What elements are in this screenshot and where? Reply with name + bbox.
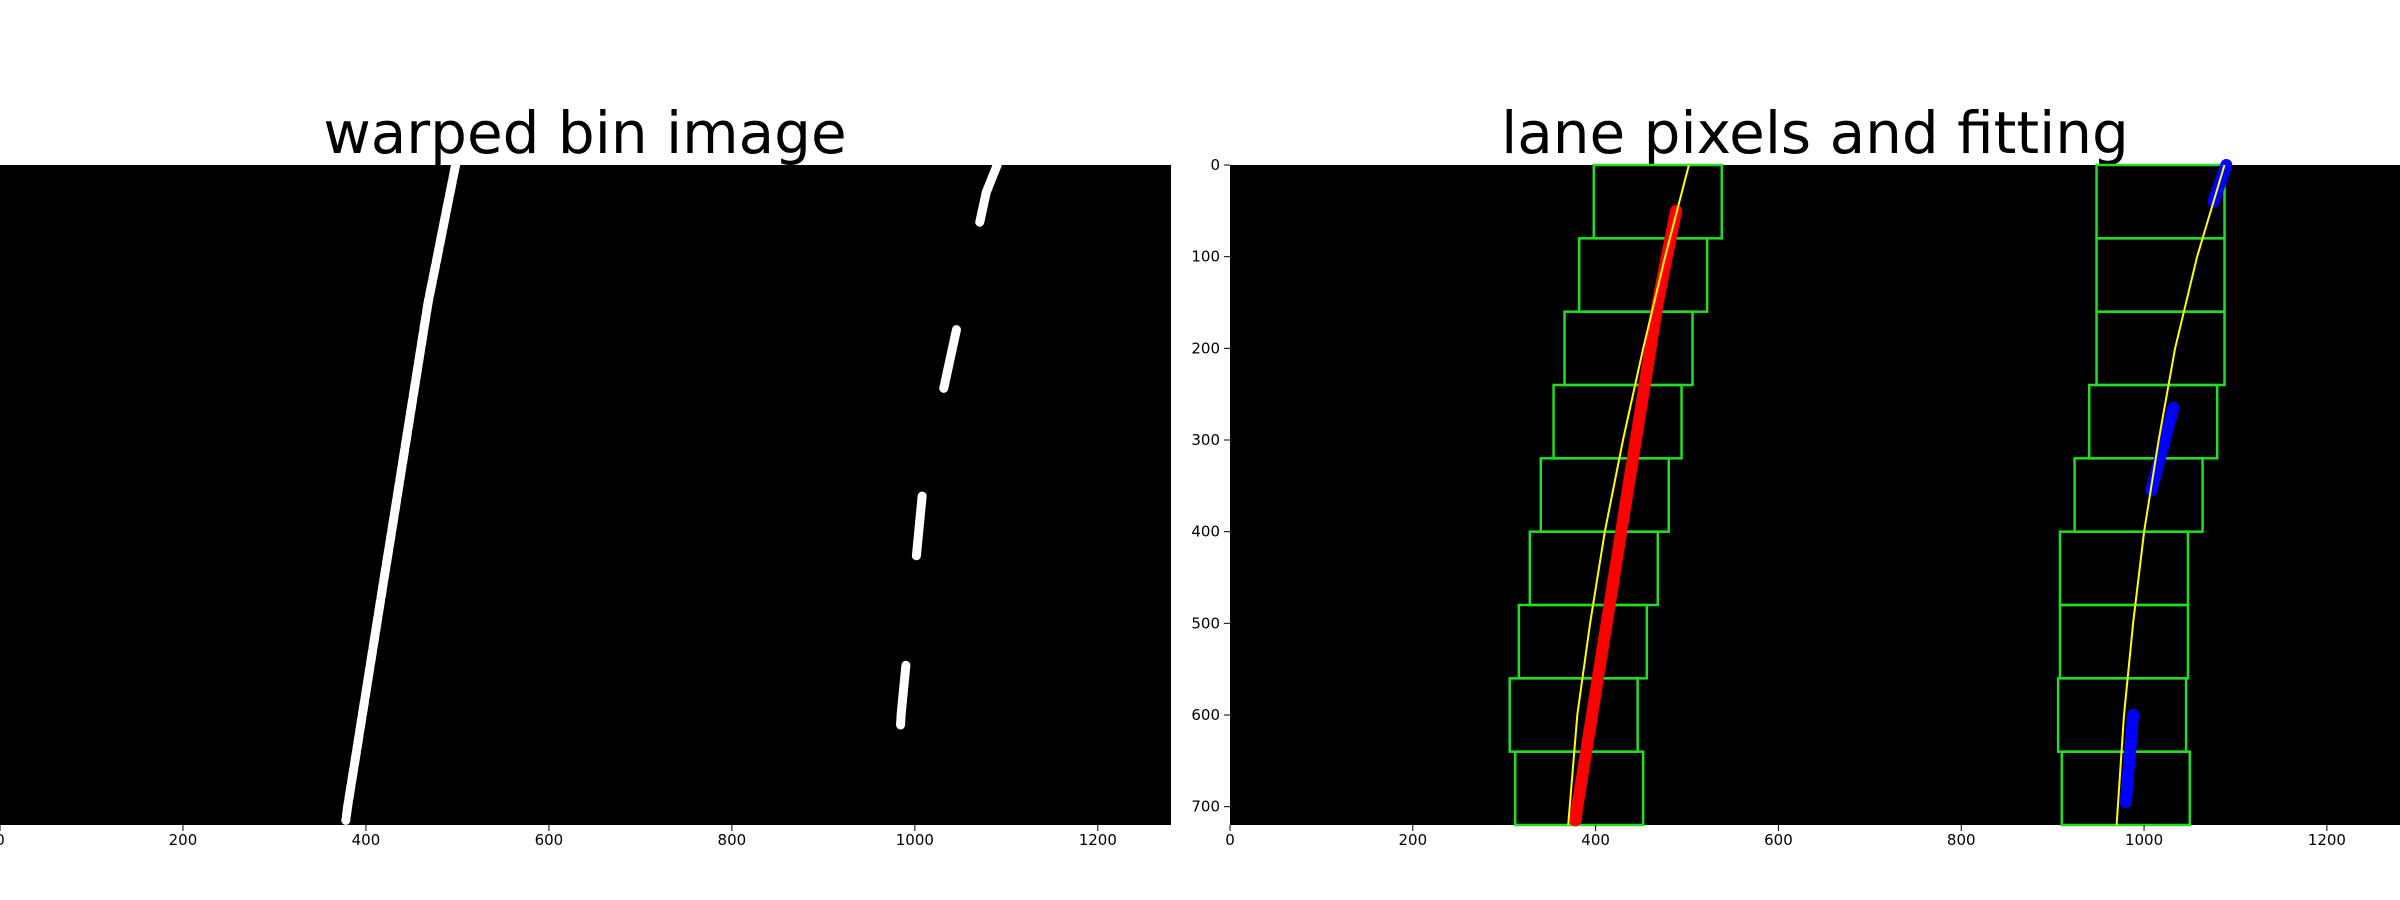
y-tick-label: 0 bbox=[1210, 156, 1220, 174]
y-axis: 0 100 200 300 400 500 600 700 bbox=[1191, 156, 1230, 816]
image-area bbox=[0, 165, 1171, 825]
y-tick-label: 700 bbox=[1191, 798, 1220, 816]
right-lane-pixels bbox=[2119, 709, 2140, 809]
x-tick-label: 800 bbox=[718, 831, 747, 849]
x-tick-label: 1000 bbox=[896, 831, 934, 849]
x-tick-label: 0 bbox=[1225, 831, 1235, 849]
x-tick-label: 1000 bbox=[2125, 831, 2163, 849]
x-tick-label: 600 bbox=[1764, 831, 1793, 849]
x-tick-label: 600 bbox=[535, 831, 564, 849]
x-tick-label: 1200 bbox=[2308, 831, 2346, 849]
right-lane-pixels bbox=[2145, 401, 2180, 497]
y-tick-label: 100 bbox=[1191, 248, 1220, 266]
y-tick-label: 400 bbox=[1191, 523, 1220, 541]
y-tick-label: 500 bbox=[1191, 614, 1220, 632]
image-area bbox=[1230, 165, 2400, 825]
left-lane-pixels bbox=[341, 160, 461, 825]
right-search-window bbox=[2095, 163, 2226, 240]
y-tick-label: 600 bbox=[1191, 706, 1220, 724]
x-axis: 0 200 400 600 800 1000 1200 bbox=[1225, 825, 2346, 849]
left-lane-pixels bbox=[1569, 204, 1683, 827]
left-fit-line bbox=[1567, 164, 1690, 826]
right-fit-line bbox=[2115, 164, 2226, 826]
x-tick-label: 200 bbox=[169, 831, 198, 849]
x-tick-label: 800 bbox=[1947, 831, 1976, 849]
x-tick-label: 200 bbox=[1398, 831, 1427, 849]
x-axis: 0 200 400 600 800 1000 1200 bbox=[0, 825, 1117, 849]
warped-bin-panel: warped bin image 0 200 400 600 800 1000 1200 bbox=[0, 99, 1171, 849]
x-tick-label: 400 bbox=[1581, 831, 1610, 849]
x-tick-label: 1200 bbox=[1079, 831, 1117, 849]
lane-fitting-panel: lane pixels and fitting 0 200 400 600 800 100… bbox=[1191, 99, 2400, 849]
left-search-window bbox=[1592, 163, 1724, 240]
x-tick-label: 400 bbox=[352, 831, 381, 849]
right-lane-pixels bbox=[892, 160, 1002, 802]
panel-title: warped bin image bbox=[323, 99, 846, 167]
panel-title: lane pixels and fitting bbox=[1501, 99, 2129, 167]
y-tick-label: 300 bbox=[1191, 431, 1220, 449]
y-tick-label: 200 bbox=[1191, 339, 1220, 357]
x-tick-label: 0 bbox=[0, 831, 5, 849]
